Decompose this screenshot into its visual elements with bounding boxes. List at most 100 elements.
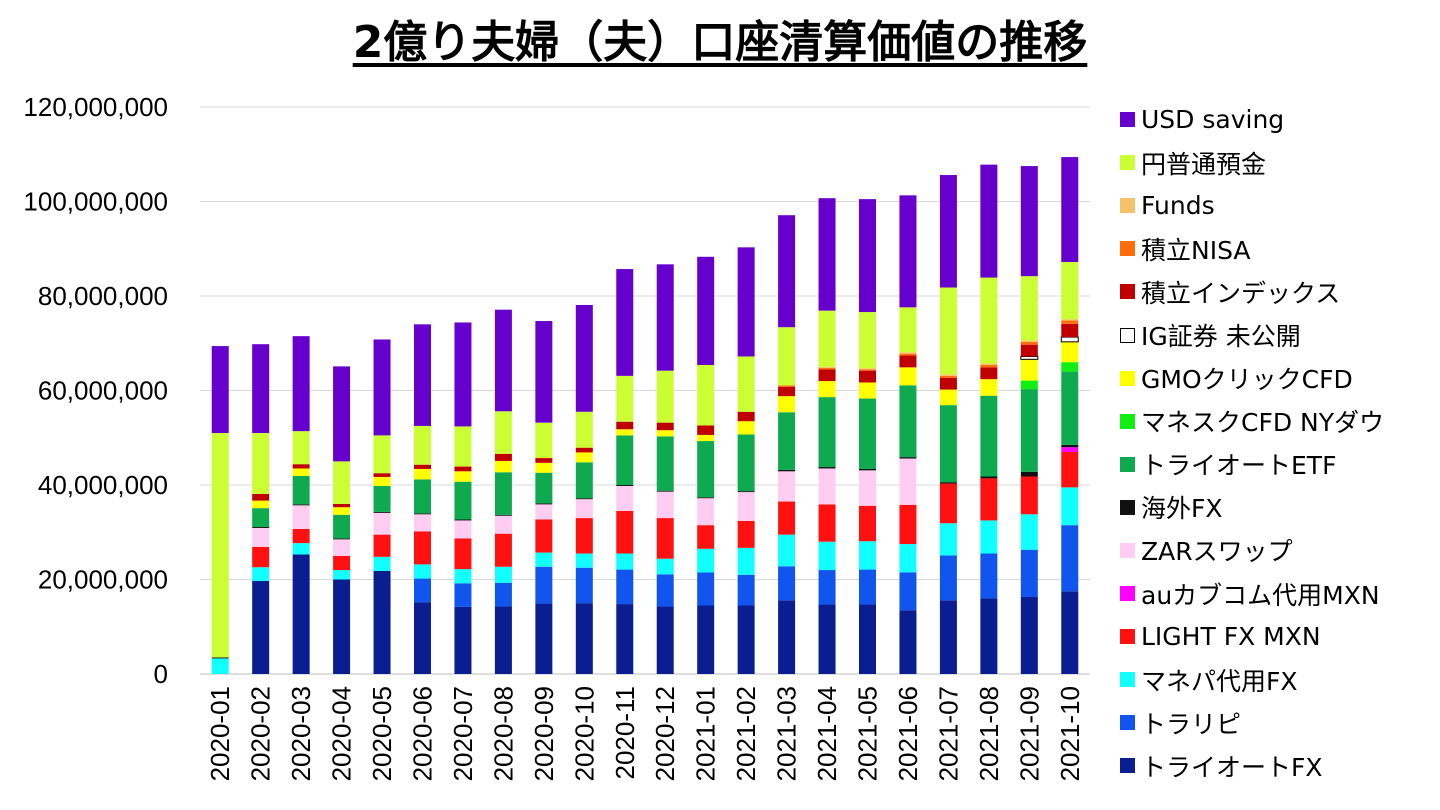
x-tick-label: 2021-02 [731, 686, 761, 781]
bar-segment [656, 490, 674, 492]
legend-swatch [1120, 155, 1135, 171]
bar-segment [535, 458, 553, 463]
bar-segment [778, 396, 796, 413]
legend-label: トライオートETF [1141, 451, 1337, 481]
bar-segment [778, 412, 796, 470]
bar-segment [616, 604, 634, 674]
legend-swatch [1120, 499, 1135, 515]
bar-segment [373, 476, 391, 486]
bar-segment [899, 355, 917, 368]
bar-segment [333, 514, 351, 539]
legend-label: 積立インデックス [1141, 278, 1341, 308]
bar-segment [252, 527, 270, 547]
bar-segment [939, 555, 957, 601]
bar-segment [211, 433, 229, 658]
bar-segment [616, 510, 634, 554]
bar-segment [414, 425, 431, 465]
bar-segment [494, 566, 512, 583]
bar-segment [494, 582, 512, 607]
legend-item: auカブコム代用MXN [1120, 572, 1384, 615]
bar-segment [980, 598, 998, 674]
bar-segment [616, 553, 634, 570]
x-tick-label: 2021-03 [772, 686, 802, 781]
bar-segment [899, 610, 917, 674]
bar-segment [414, 324, 431, 426]
bar-segment [1020, 166, 1038, 277]
bar-segment [373, 435, 391, 474]
bar-segment [859, 312, 876, 369]
bar-segment [778, 600, 796, 674]
legend-swatch [1120, 586, 1135, 602]
bar-segment [737, 574, 755, 606]
bar-segment [899, 307, 917, 353]
bar-segment [616, 485, 634, 511]
bar-segment [980, 363, 998, 365]
x-tick-label: 2021-09 [1014, 686, 1044, 781]
bar-segment [697, 425, 715, 435]
chart-legend: USD saving 円普通預金 Funds 積立NISA 積立インデックス IG証券 未… [1120, 98, 1384, 788]
bar-segment [939, 375, 957, 378]
bar-segment [737, 492, 755, 521]
legend-item: 積立NISA [1120, 227, 1384, 270]
bar-segment [575, 499, 593, 519]
bar-segment [899, 504, 917, 545]
bar-segment [1061, 157, 1079, 262]
bar-segment [697, 256, 715, 365]
bar-segment [454, 583, 472, 607]
legend-swatch [1120, 672, 1135, 688]
bar-segment [333, 555, 351, 571]
bar-segment [252, 567, 270, 581]
bar-segment [414, 531, 431, 565]
legend-item: IG証券 未公開 [1120, 313, 1384, 356]
legend-swatch [1120, 327, 1135, 343]
bar-segment [292, 528, 310, 544]
bar-segment [980, 520, 998, 554]
bar-segment [778, 215, 796, 328]
bar-segment [656, 264, 674, 371]
bar-segment [859, 541, 876, 570]
bar-segment [333, 538, 351, 540]
legend-label: マネパ代用FX [1141, 666, 1298, 696]
legend-swatch [1120, 370, 1135, 386]
bar-segment [656, 491, 674, 519]
bar-segment [494, 533, 512, 567]
bar-segment [494, 515, 512, 534]
bar-segment [697, 525, 715, 549]
bar-segment [494, 472, 512, 515]
bar-segment [494, 453, 512, 461]
bar-segment [616, 485, 634, 486]
bar-segment [697, 364, 715, 426]
bar-segment [656, 558, 674, 575]
bar-segment [494, 514, 512, 516]
bar-segment [778, 501, 796, 535]
bar-segment [778, 385, 796, 387]
bar-segment [252, 580, 270, 674]
bar-segment [737, 247, 755, 357]
bar-segment [939, 523, 957, 556]
bar-segment [414, 479, 431, 514]
legend-item: LIGHT FX MXN [1120, 615, 1384, 658]
bar-segment [939, 482, 957, 484]
bar-segment [859, 505, 876, 542]
bar-segment [939, 389, 957, 406]
y-tick-label: 0 [154, 659, 168, 689]
bar-segment [414, 514, 431, 532]
bar-segment [818, 310, 836, 367]
bar-segment [292, 468, 310, 477]
bar-segment [1061, 591, 1079, 674]
bar-segment [494, 606, 512, 674]
bar-segment [1020, 355, 1039, 360]
bar-segment [656, 574, 674, 607]
bar-segment [414, 602, 431, 674]
legend-swatch [1120, 456, 1135, 472]
bar-segment [494, 309, 512, 412]
bar-segment [1020, 471, 1038, 477]
legend-item: Funds [1120, 184, 1384, 227]
bar-segment [616, 569, 634, 605]
bar-segment [1061, 341, 1079, 363]
bar-segment [373, 511, 391, 513]
bar-segment [535, 552, 553, 567]
legend-swatch [1120, 758, 1135, 774]
bar-segment [737, 421, 755, 435]
bar-segment [333, 507, 351, 515]
